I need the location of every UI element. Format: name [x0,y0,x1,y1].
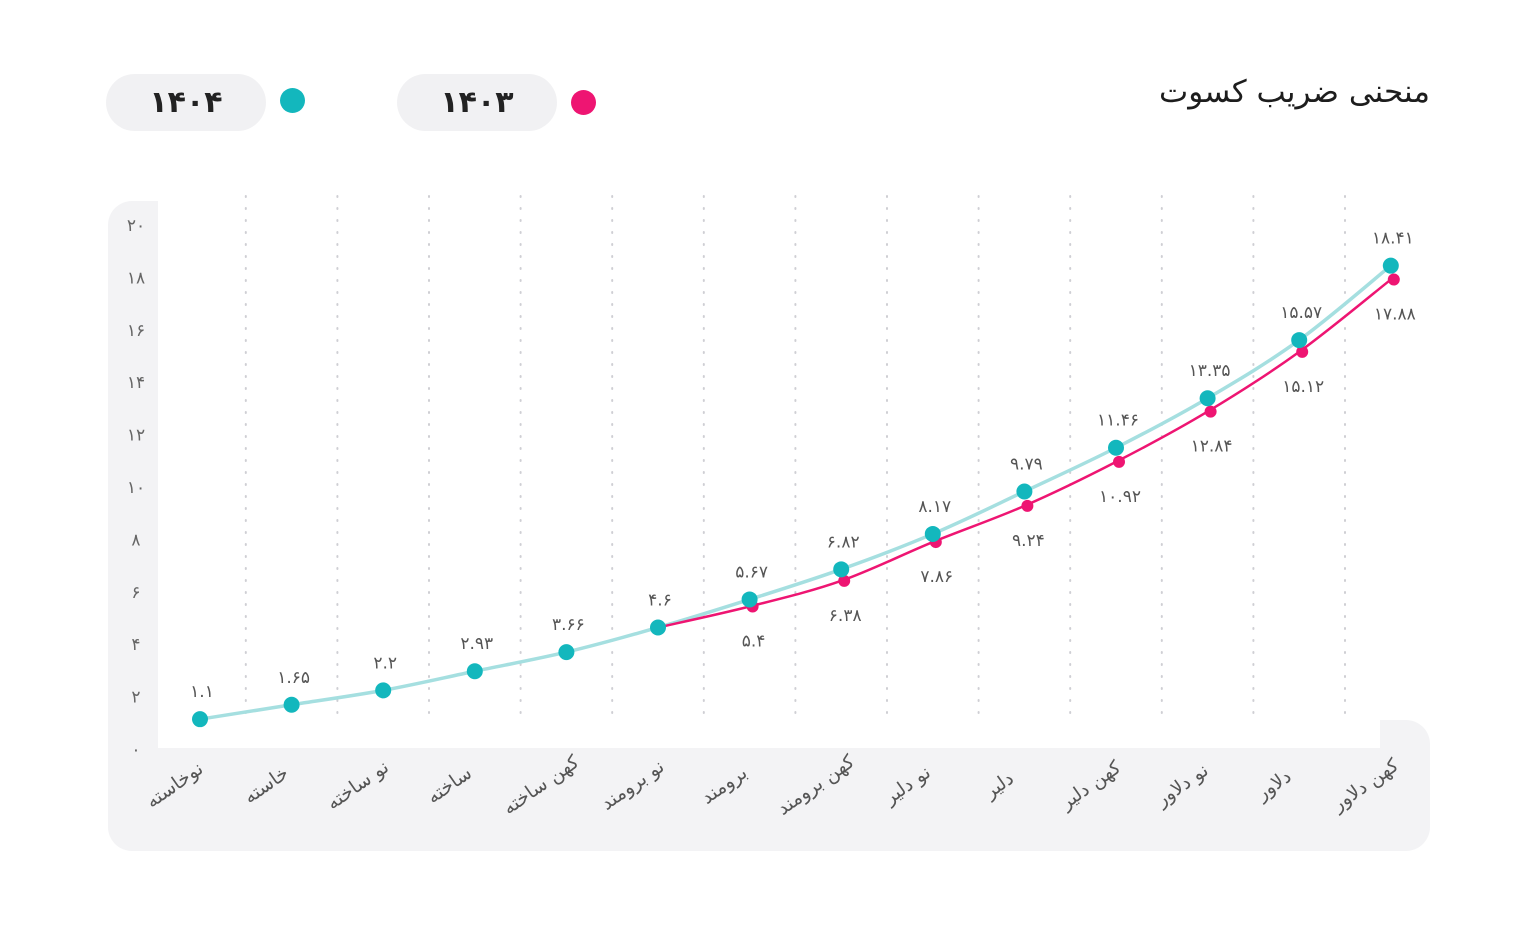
x-tick-label: ساخته [423,762,476,808]
data-label-1404: ۳.۶۶ [552,615,585,635]
y-tick-label: ۶ [131,583,140,603]
data-label-1403: ۱۵.۱۲ [1282,377,1324,397]
legend-item-1403[interactable]: ۱۴۰۳ [397,74,557,131]
point-1404 [650,619,666,636]
y-tick-label: ۱۲ [127,426,145,446]
legend-dot-1404 [280,88,305,113]
y-tick-label: ۱۴ [127,373,145,393]
data-label-1403: ۵.۴ [742,632,766,652]
point-1403 [838,574,851,587]
data-label-1404: ۶.۸۲ [827,532,860,552]
y-tick-label: ۱۸ [127,268,145,288]
point-1404 [741,591,758,608]
point-1404 [192,711,208,728]
x-tick-label: کهن دلیر [1055,756,1126,815]
data-label-1403: ۶.۳۸ [829,606,862,626]
x-tick-label: نو ساخته [323,756,393,814]
data-label-1404: ۱۵.۵۷ [1280,303,1322,323]
legend-item-1404[interactable]: ۱۴۰۴ [106,74,266,131]
x-tick-label: نو دلاور [1151,759,1213,811]
x-axis-panel [108,748,1430,851]
point-1403 [1204,405,1217,418]
y-tick-label: ۲۰ [127,216,145,236]
y-axis-panel [108,201,158,801]
data-label-1404: ۴.۶ [648,590,672,610]
data-label-1403: ۱۲.۸۴ [1191,437,1233,457]
data-label-1404: ۸.۱۷ [918,497,951,517]
data-label-1404: ۹.۷۹ [1010,455,1043,475]
point-1404 [1016,483,1033,500]
y-tick-label: ۱۰ [127,478,145,498]
point-1404 [1382,257,1399,274]
point-1404 [1108,439,1124,456]
point-1403 [1113,455,1125,468]
data-label-1403: ۱۰.۹۲ [1099,487,1141,507]
data-label-1403: ۱۷.۸۸ [1374,305,1416,325]
point-1404 [1291,332,1308,349]
x-tick-label: دلیر [979,767,1017,803]
x-tick-label: کهن دلاور [1327,754,1403,817]
data-label-1404: ۵.۶۷ [735,562,768,582]
data-label-1404: ۱۳.۳۵ [1189,361,1231,381]
y-tick-label: ۲ [131,688,140,708]
data-label-1404: ۱.۶۵ [277,668,310,688]
point-1404 [283,696,300,713]
data-label-1404: ۱۸.۴۱ [1372,229,1414,249]
x-tick-label: خاسته [240,762,293,808]
y-tick-label: ۰ [131,740,140,760]
data-label-1404: ۲.۲ [373,653,397,673]
data-label-1403: ۷.۸۶ [920,567,953,587]
point-1403 [1021,499,1034,512]
point-1404 [466,663,483,680]
y-tick-label: ۱۶ [127,321,145,341]
data-label-1404: ۱.۱ [190,682,214,702]
data-label-1404: ۲.۹۳ [460,634,493,654]
data-label-1404: ۱۱.۴۶ [1097,411,1139,431]
series-line-1403 [657,278,1392,629]
y-tick-label: ۴ [131,635,140,655]
x-axis-panel-corner [1380,720,1430,760]
x-tick-label: نو دلیر [879,761,935,809]
legend-dot-1403 [571,90,596,115]
x-tick-label: دلاور [1251,765,1295,805]
x-tick-label: نوخاسته [142,758,207,813]
point-1404 [375,682,392,699]
x-tick-label: نو برومند [597,755,669,814]
y-tick-label: ۸ [131,530,140,550]
point-1404 [833,561,850,578]
point-1403 [1296,345,1309,358]
point-1404 [924,525,941,542]
chart-title: منحنی ضریب کسوت [1159,74,1430,110]
data-label-1403: ۹.۲۴ [1012,531,1045,551]
x-tick-label: برومند [697,761,751,808]
x-tick-label: کهن برومند [773,750,859,820]
point-1404 [1199,390,1216,407]
point-1403 [1387,273,1400,286]
x-tick-label: کهن ساخته [499,750,584,819]
point-1404 [558,644,575,661]
